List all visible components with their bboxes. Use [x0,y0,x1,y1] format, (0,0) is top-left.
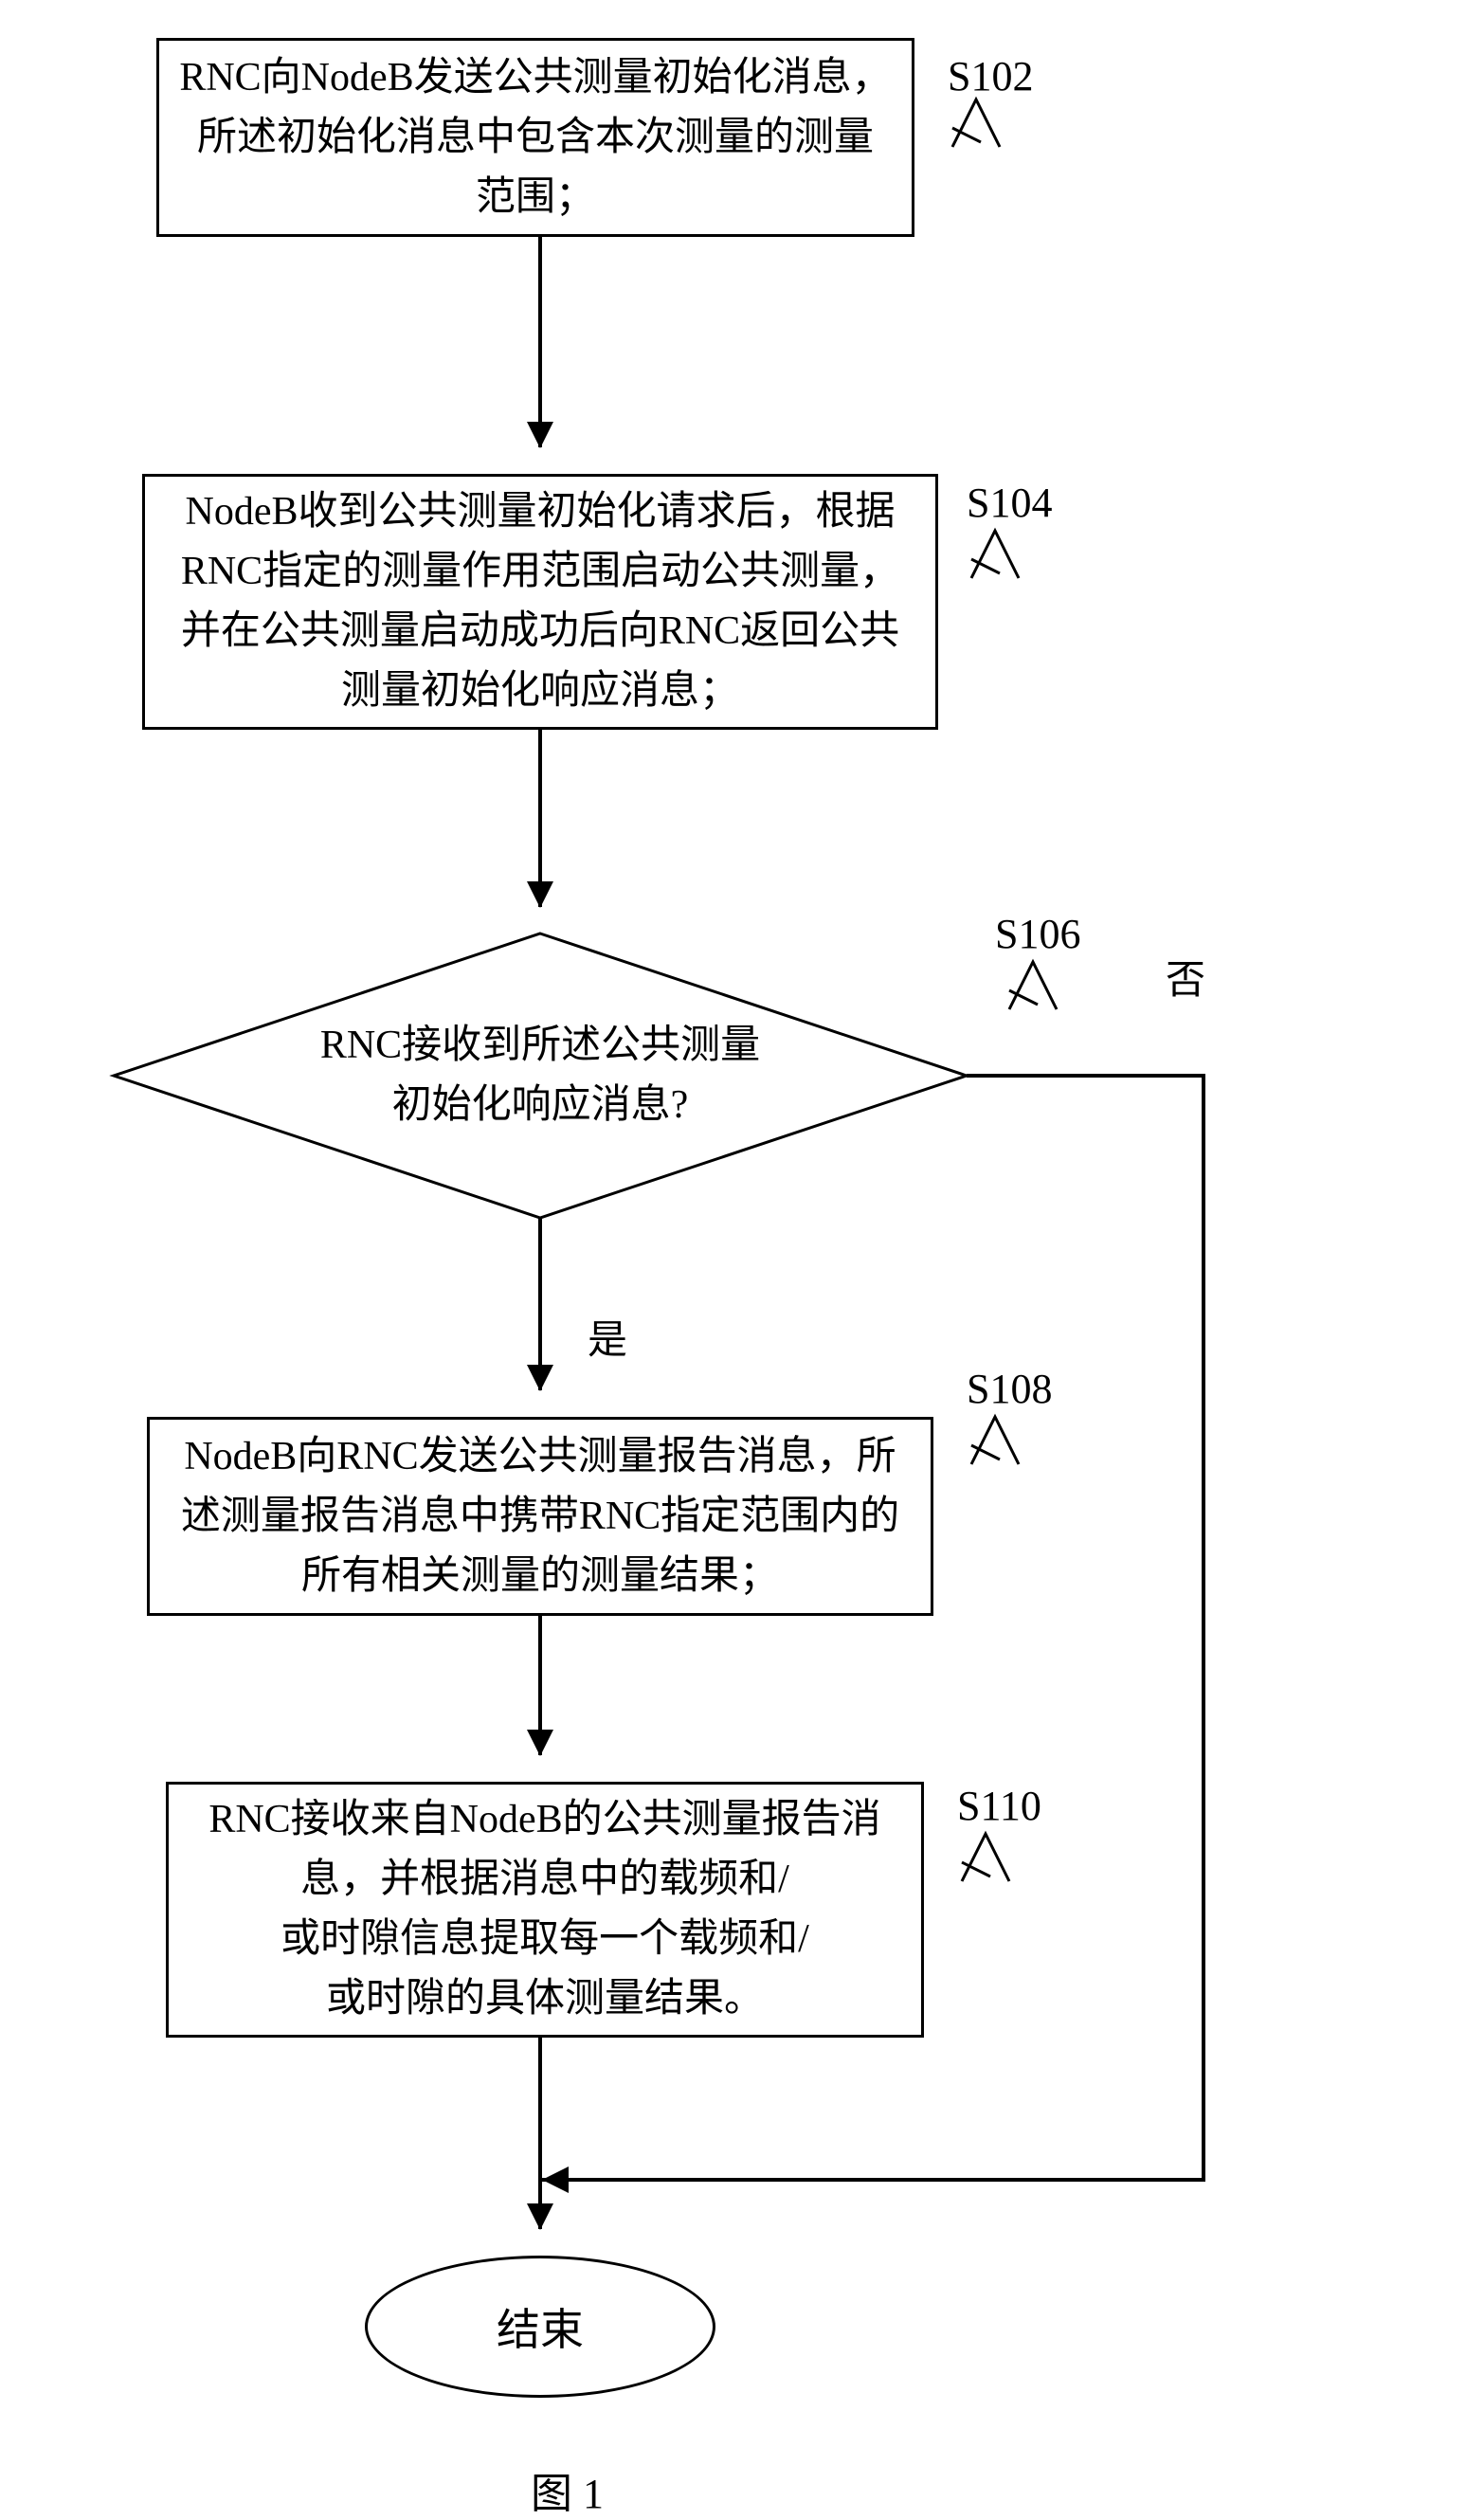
node-end: 结束 [365,2256,715,2398]
flowchart-container: RNC向NodeB发送公共测量初始化消息， 所述初始化消息中包含本次测量的测量 … [0,0,1466,2520]
edge-no-branch [0,0,1466,2520]
edge-merge-end [538,2180,542,2229]
edge-label-no: 否 [1166,948,1205,1006]
figure-caption: 图 1 [531,2459,604,2520]
node-end-text: 结束 [497,2295,584,2358]
